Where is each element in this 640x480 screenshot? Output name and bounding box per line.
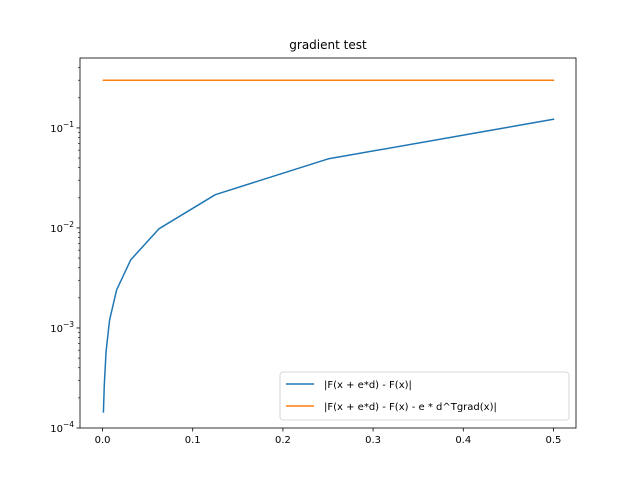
x-tick-label: 0.4 — [455, 435, 471, 446]
legend: |F(x + e*d) - F(x)| |F(x + e*d) - F(x) -… — [279, 371, 570, 421]
legend-box — [279, 371, 570, 421]
x-axis: 0.0 0.1 0.2 0.3 0.4 0.5 — [95, 428, 562, 446]
y-tick-label: 10−3 — [50, 320, 74, 335]
x-tick-label: 0.5 — [546, 435, 562, 446]
series-line-1 — [102, 118, 555, 413]
legend-label-series-1: |F(x + e*d) - F(x)| — [324, 380, 412, 391]
series-layer — [102, 79, 555, 413]
x-tick-label: 0.0 — [95, 435, 111, 446]
x-tick-label: 0.2 — [275, 435, 291, 446]
legend-label-series-2: |F(x + e*d) - F(x) - e * d^Tgrad(x)| — [324, 402, 497, 413]
y-axis: 10−4 10−3 10−2 10−1 — [50, 67, 80, 435]
y-tick-label: 10−1 — [50, 120, 74, 135]
plot-frame — [79, 57, 577, 429]
x-tick-label: 0.1 — [185, 435, 201, 446]
y-tick-label: 10−4 — [50, 420, 74, 435]
x-tick-label: 0.3 — [365, 435, 381, 446]
chart-title: gradient test — [289, 38, 367, 52]
y-tick-label: 10−2 — [50, 220, 74, 235]
